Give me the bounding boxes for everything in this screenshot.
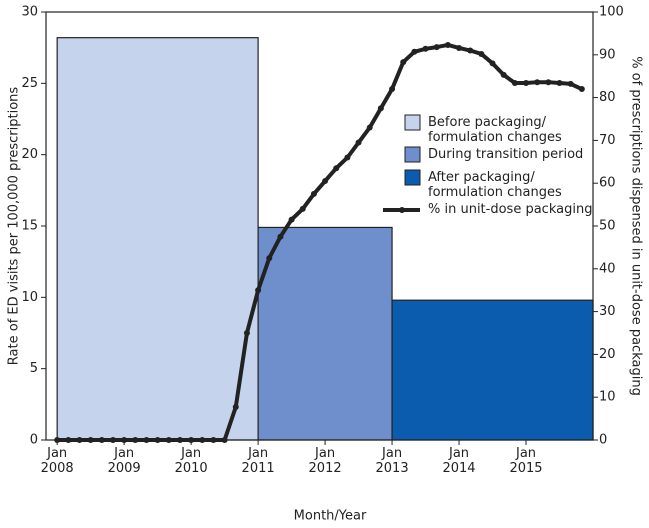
x-tick-label: Jan 2008 xyxy=(40,446,74,476)
x-axis-title: Month/Year xyxy=(294,509,367,524)
y-tick-label: 15 xyxy=(21,219,38,234)
legend-label: % in unit-dose packaging xyxy=(428,202,593,217)
y2-tick-label: 10 xyxy=(599,390,616,405)
y-tick-label: 30 xyxy=(21,5,38,20)
line-point xyxy=(545,79,552,86)
line-point xyxy=(232,404,239,411)
line-point xyxy=(389,86,396,93)
x-tick-label: Jan 2012 xyxy=(308,446,342,476)
legend-swatch xyxy=(404,146,421,163)
legend-label: During transition period xyxy=(428,147,584,162)
line-point xyxy=(98,437,105,443)
line-point xyxy=(87,437,94,443)
line-point xyxy=(478,50,485,57)
x-tick-label: Jan 2014 xyxy=(442,446,476,476)
line-point xyxy=(433,44,440,51)
y-tick-label: 10 xyxy=(21,290,38,305)
y-tick-label: 0 xyxy=(30,433,38,448)
line-point xyxy=(411,48,418,55)
line-point xyxy=(176,437,183,443)
line-point xyxy=(243,330,250,336)
line-point xyxy=(143,437,150,443)
line-point xyxy=(277,233,284,240)
y2-axis-title: % of prescriptions dispensed in unit-dos… xyxy=(629,56,644,396)
line-point xyxy=(567,80,574,87)
legend-label: After packaging/ formulation changes xyxy=(428,170,562,200)
line-point xyxy=(54,437,61,443)
x-tick-label: Jan 2010 xyxy=(174,446,208,476)
line-point xyxy=(288,216,295,223)
y-axis-title: Rate of ED visits per 100,000 prescripti… xyxy=(7,87,22,366)
y2-tick-label: 50 xyxy=(599,219,616,234)
line-point xyxy=(511,80,518,87)
y2-tick-label: 80 xyxy=(599,90,616,105)
legend-swatch xyxy=(404,169,421,186)
y-tick-label: 5 xyxy=(30,361,38,376)
y2-tick-label: 30 xyxy=(599,304,616,319)
line-point xyxy=(199,437,206,443)
line-point xyxy=(500,71,507,78)
legend-label: Before packaging/ formulation changes xyxy=(428,115,562,145)
line-point xyxy=(377,105,384,112)
line-point xyxy=(422,45,429,52)
line-point xyxy=(154,437,161,443)
line-point xyxy=(188,437,195,443)
line-point xyxy=(76,437,83,443)
y2-tick-label: 60 xyxy=(599,176,616,191)
y2-tick-label: 100 xyxy=(599,5,624,20)
y-tick-label: 20 xyxy=(21,147,38,162)
line-point xyxy=(322,178,329,185)
line-point xyxy=(444,41,451,48)
line-point xyxy=(132,437,139,443)
line-point xyxy=(489,60,496,67)
line-point xyxy=(400,59,407,66)
y2-tick-label: 0 xyxy=(599,433,607,448)
y-tick-label: 25 xyxy=(21,76,38,91)
line-point xyxy=(523,80,530,87)
line-point xyxy=(65,437,72,443)
line-point xyxy=(578,86,585,93)
x-tick-label: Jan 2013 xyxy=(375,446,409,476)
line-point xyxy=(210,437,217,443)
line-point xyxy=(266,255,273,262)
line-point xyxy=(467,47,474,54)
line-point xyxy=(221,437,228,443)
y2-tick-label: 40 xyxy=(599,261,616,276)
line-point xyxy=(344,154,351,161)
line-point xyxy=(255,287,262,294)
bar xyxy=(56,37,259,441)
legend-swatch xyxy=(404,114,421,131)
legend-marker xyxy=(399,207,405,213)
bar xyxy=(257,226,393,441)
line-point xyxy=(534,79,541,86)
line-point xyxy=(165,437,172,443)
line-point xyxy=(456,44,463,51)
bar xyxy=(391,299,594,441)
line-point xyxy=(556,80,563,87)
line-point xyxy=(299,205,306,212)
x-tick-label: Jan 2015 xyxy=(509,446,543,476)
line-point xyxy=(109,437,116,443)
x-tick-label: Jan 2011 xyxy=(241,446,275,476)
line-point xyxy=(355,139,362,146)
y2-tick-label: 20 xyxy=(599,347,616,362)
line-point xyxy=(310,190,317,197)
y2-tick-label: 90 xyxy=(599,47,616,62)
line-point xyxy=(366,124,373,131)
y2-tick-label: 70 xyxy=(599,133,616,148)
x-tick-label: Jan 2009 xyxy=(107,446,141,476)
line-point xyxy=(121,437,128,443)
line-point xyxy=(333,165,340,172)
